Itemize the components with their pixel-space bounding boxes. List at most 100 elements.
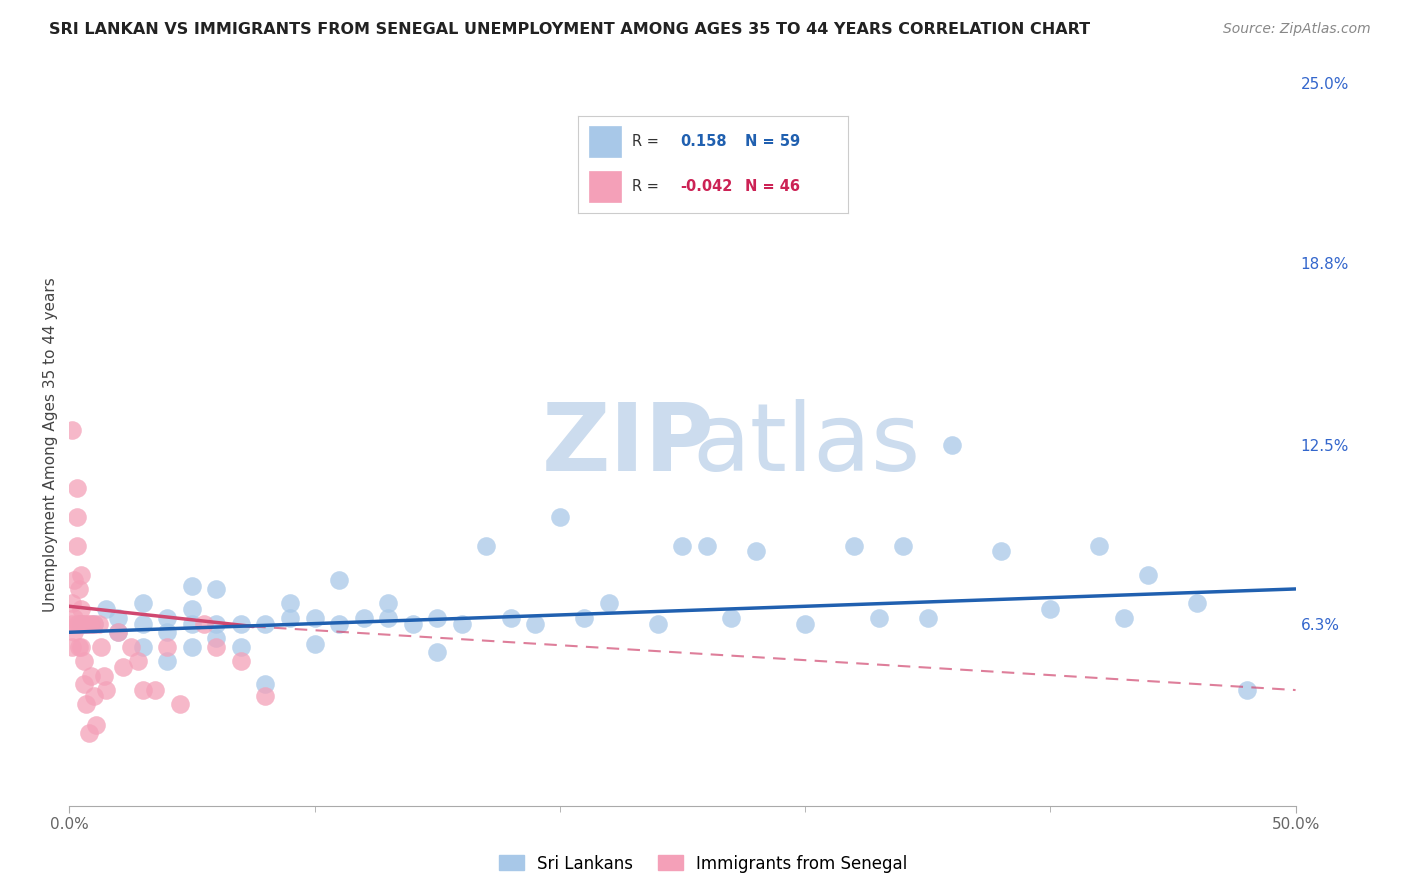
- Point: [87, 616, 110, 631]
- Point: [65, 481, 87, 495]
- Point: [156, 625, 179, 640]
- Point: [70, 616, 93, 631]
- Point: [93, 668, 115, 682]
- Point: [132, 683, 155, 698]
- Point: [450, 616, 472, 631]
- Point: [1039, 602, 1062, 616]
- Point: [548, 509, 571, 524]
- Point: [83, 616, 105, 631]
- Point: [84, 717, 107, 731]
- Point: [180, 616, 202, 631]
- Point: [426, 645, 449, 659]
- Point: [120, 640, 142, 654]
- Point: [60, 423, 83, 437]
- Point: [77, 616, 100, 631]
- Y-axis label: Unemployment Among Ages 35 to 44 years: Unemployment Among Ages 35 to 44 years: [44, 277, 58, 612]
- Point: [401, 616, 423, 631]
- Point: [426, 611, 449, 625]
- Point: [94, 683, 117, 698]
- Text: SRI LANKAN VS IMMIGRANTS FROM SENEGAL UNEMPLOYMENT AMONG AGES 35 TO 44 YEARS COR: SRI LANKAN VS IMMIGRANTS FROM SENEGAL UN…: [49, 22, 1090, 37]
- Point: [107, 625, 129, 640]
- Text: atlas: atlas: [692, 399, 921, 491]
- Point: [180, 640, 202, 654]
- Point: [574, 611, 596, 625]
- Point: [990, 544, 1012, 558]
- Point: [1137, 567, 1160, 582]
- Point: [229, 654, 252, 668]
- Text: Source: ZipAtlas.com: Source: ZipAtlas.com: [1223, 22, 1371, 37]
- Point: [70, 567, 93, 582]
- Point: [73, 654, 96, 668]
- Point: [205, 631, 228, 645]
- Point: [132, 596, 155, 610]
- Point: [868, 611, 890, 625]
- Point: [94, 602, 117, 616]
- Point: [70, 602, 93, 616]
- Point: [377, 596, 399, 610]
- Point: [67, 640, 90, 654]
- Point: [169, 698, 191, 712]
- Point: [229, 616, 252, 631]
- Point: [65, 509, 87, 524]
- Point: [60, 596, 83, 610]
- Point: [70, 640, 93, 654]
- Point: [745, 544, 768, 558]
- Point: [127, 654, 149, 668]
- Point: [278, 596, 301, 610]
- Point: [1187, 596, 1209, 610]
- Point: [254, 689, 277, 703]
- Point: [107, 611, 129, 625]
- Point: [193, 616, 215, 631]
- Point: [60, 616, 83, 631]
- Point: [524, 616, 547, 631]
- Point: [180, 579, 202, 593]
- Point: [842, 539, 865, 553]
- Point: [180, 602, 202, 616]
- Point: [278, 611, 301, 625]
- Point: [80, 616, 103, 631]
- Point: [63, 574, 86, 588]
- Point: [63, 611, 86, 625]
- Point: [1112, 611, 1135, 625]
- Point: [70, 616, 93, 631]
- Point: [598, 596, 620, 610]
- Point: [304, 611, 326, 625]
- Text: ZIP: ZIP: [541, 399, 714, 491]
- Point: [83, 616, 105, 631]
- Point: [304, 637, 326, 651]
- Point: [891, 539, 914, 553]
- Point: [475, 539, 498, 553]
- Point: [107, 625, 129, 640]
- Point: [67, 582, 90, 596]
- Point: [254, 616, 277, 631]
- Point: [60, 640, 83, 654]
- Point: [1236, 683, 1258, 698]
- Point: [156, 640, 179, 654]
- Point: [132, 640, 155, 654]
- Point: [1088, 539, 1111, 553]
- Point: [132, 616, 155, 631]
- Point: [229, 640, 252, 654]
- Point: [377, 611, 399, 625]
- Point: [328, 616, 350, 631]
- Point: [112, 660, 135, 674]
- Point: [941, 437, 963, 451]
- Legend: Sri Lankans, Immigrants from Senegal: Sri Lankans, Immigrants from Senegal: [492, 848, 914, 880]
- Point: [254, 677, 277, 691]
- Point: [80, 668, 103, 682]
- Point: [65, 539, 87, 553]
- Point: [205, 582, 228, 596]
- Point: [67, 616, 90, 631]
- Point: [75, 698, 97, 712]
- Point: [794, 616, 817, 631]
- Point: [63, 625, 86, 640]
- Point: [353, 611, 375, 625]
- Point: [205, 616, 228, 631]
- Point: [75, 616, 97, 631]
- Point: [73, 677, 96, 691]
- Point: [65, 616, 87, 631]
- Point: [696, 539, 718, 553]
- Point: [156, 654, 179, 668]
- Point: [156, 611, 179, 625]
- Point: [720, 611, 742, 625]
